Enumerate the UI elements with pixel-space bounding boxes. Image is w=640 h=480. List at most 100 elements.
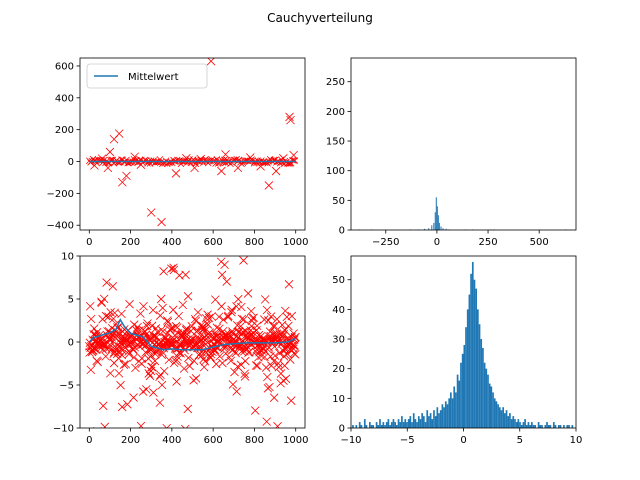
br-bar-105	[529, 425, 531, 428]
bl-sample-point	[184, 353, 193, 363]
br-plot-area	[352, 261, 574, 428]
bl-sample-point	[124, 347, 133, 356]
br-bar-94	[510, 419, 513, 428]
br-bar-14	[375, 422, 378, 428]
tl-outlier-point	[264, 181, 274, 190]
br-bar-8	[365, 425, 368, 428]
bl-sample-point	[265, 382, 274, 392]
subplot-top-left: 0 200 400 600 800 1000 −400 −200 0 200 400 600 Mitte…	[47, 57, 308, 248]
bl-sample-point	[237, 314, 247, 324]
bl-sample-point	[287, 346, 297, 355]
br-bar-79	[485, 368, 488, 428]
tr-xtick-label-1: 0	[434, 237, 440, 248]
bl-sample-point	[106, 308, 115, 317]
bl-sample-point	[240, 369, 250, 379]
bl-sample-point	[193, 308, 203, 317]
br-bar-49	[434, 416, 437, 428]
tr-ytick-label-5: 250	[326, 77, 345, 88]
bl-sample-point	[206, 352, 215, 362]
bl-sample-point	[277, 329, 287, 339]
br-bar-61	[455, 392, 457, 428]
br-bar-55	[444, 401, 447, 428]
bl-sample-point	[261, 363, 271, 372]
bl-sample-point	[163, 316, 172, 325]
bl-sample-point	[159, 366, 169, 376]
bl-sample-point	[227, 307, 236, 317]
br-xtick-label-0: −10	[340, 435, 361, 446]
bl-sample-point	[224, 311, 233, 321]
tl-outlier-point	[246, 153, 255, 162]
br-bar-39	[417, 416, 420, 428]
bl-sample-point	[269, 356, 279, 366]
bl-sample-point	[86, 365, 96, 375]
bl-sample-point	[181, 270, 190, 280]
bl-sample-point	[148, 305, 158, 315]
tl-ytick-label-3: 200	[55, 125, 74, 136]
bl-plot-area	[85, 256, 300, 428]
bl-sample-point	[232, 387, 241, 396]
bl-sample-point	[155, 372, 164, 382]
br-bar-73	[475, 288, 477, 428]
br-bar-26	[396, 425, 398, 428]
bl-sample-point	[147, 321, 157, 331]
bl-sample-point	[237, 302, 246, 312]
bl-sample-point	[212, 323, 222, 332]
tr-bar-5	[428, 228, 430, 230]
tl-legend-box	[86, 63, 208, 89]
br-bar-43	[424, 422, 427, 428]
br-xtick-label-3: 5	[517, 435, 523, 446]
tl-xtick-label-0: 0	[86, 237, 92, 248]
tr-bar-9	[435, 197, 437, 230]
br-bar-48	[433, 410, 435, 428]
bl-ytick-label-2: 0	[68, 338, 74, 349]
br-bar-33	[407, 419, 410, 428]
br-bar-123	[559, 425, 562, 428]
bl-sample-point	[239, 256, 248, 265]
bl-sample-point	[230, 367, 239, 377]
tl-legend-label: Mittelwert	[128, 72, 179, 83]
br-bar-98	[517, 419, 520, 428]
br-bar-65	[461, 353, 464, 428]
bl-sample-point	[179, 364, 189, 373]
bl-xtick-label-0: 0	[86, 435, 92, 446]
bl-sample-point	[117, 309, 126, 319]
br-bar-57	[448, 398, 450, 428]
tl-outlier-point	[130, 152, 139, 162]
br-bar-2	[355, 425, 358, 428]
bl-sample-point	[199, 354, 208, 364]
bl-sample-point	[180, 424, 190, 428]
bl-sample-point	[290, 341, 299, 350]
br-bar-72	[473, 279, 476, 428]
br-bar-10	[369, 422, 371, 428]
bl-sample-point	[101, 311, 111, 321]
br-bar-54	[443, 407, 445, 428]
tr-xtick-label-0: −250	[372, 237, 399, 248]
br-bar-20	[385, 422, 388, 428]
bl-sample-point	[185, 361, 194, 371]
bl-sample-point	[183, 404, 193, 414]
tr-bar-13	[440, 226, 442, 230]
bl-sample-point	[128, 345, 138, 355]
bl-ytick-label-0: −10	[53, 424, 74, 435]
bl-sample-point	[218, 358, 227, 368]
tl-sample-point	[261, 159, 269, 167]
bl-sample-point	[129, 393, 138, 402]
bl-sample-point	[260, 295, 270, 304]
br-bar-127	[566, 425, 569, 428]
bl-sample-point	[267, 361, 276, 370]
br-bar-5	[360, 425, 363, 428]
br-xtick-label-1: −5	[400, 435, 415, 446]
tr-ytick-label-2: 100	[326, 166, 345, 177]
br-bar-41	[421, 413, 423, 428]
bl-sample-point	[168, 305, 178, 315]
bl-sample-point	[233, 321, 242, 330]
tr-bar-7	[433, 222, 435, 230]
br-bar-106	[531, 422, 533, 428]
bl-sample-point	[191, 374, 201, 383]
bl-sample-point	[268, 321, 278, 331]
br-ytick-label-4: 40	[332, 305, 345, 316]
bl-sample-point	[228, 380, 238, 389]
bl-sample-point	[158, 327, 168, 336]
br-bar-0	[352, 425, 354, 428]
tl-plot-area	[86, 58, 299, 227]
